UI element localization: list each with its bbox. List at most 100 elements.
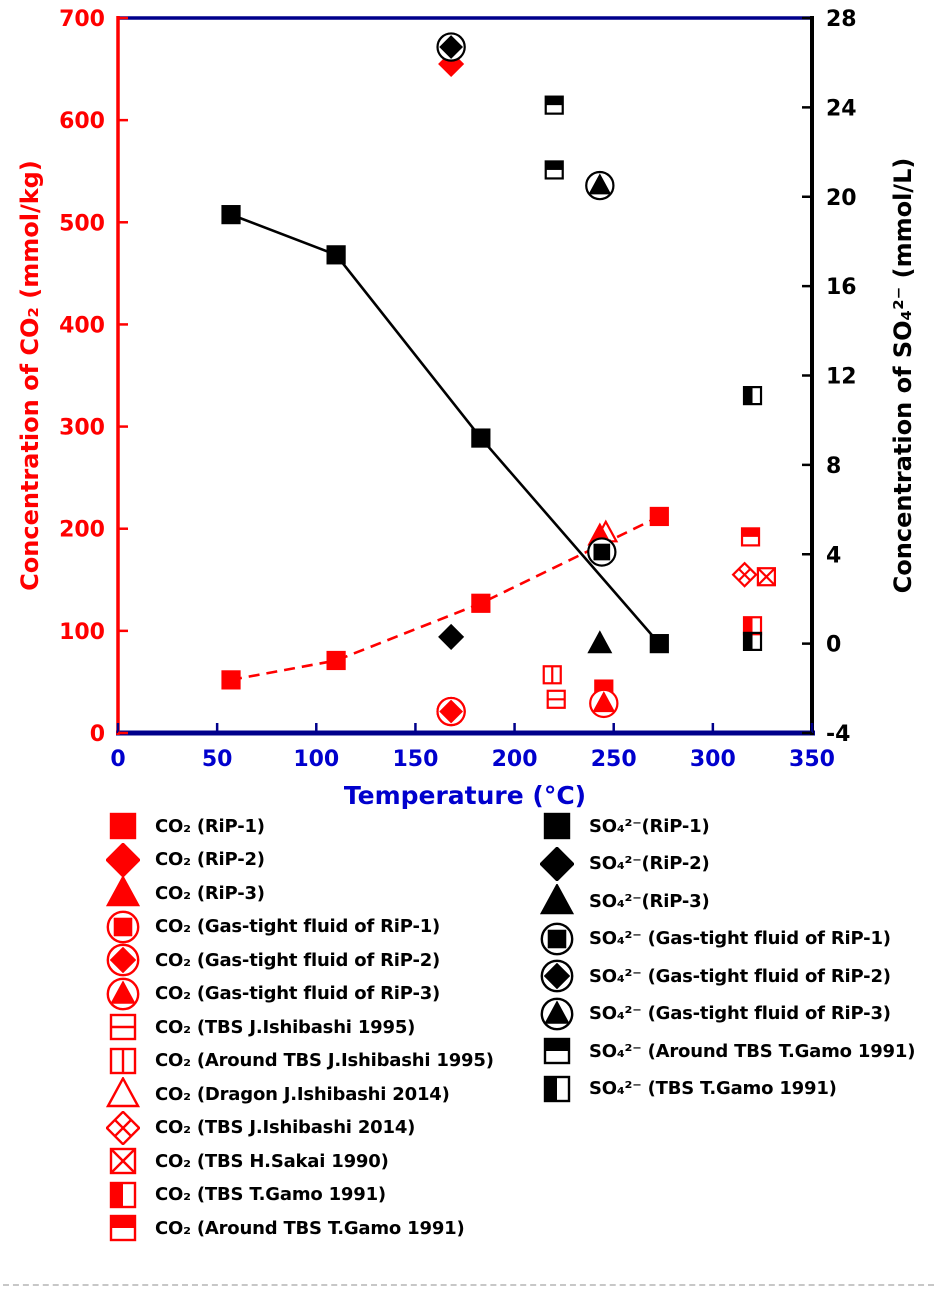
y-left-tick-label: 700 xyxy=(59,7,105,32)
legend-column-so4: SO₄²⁻(RiP-1) SO₄²⁻(RiP-2) SO₄²⁻(RiP-3) SO₄²… xyxy=(540,812,915,1103)
legend-item: CO₂ (TBS H.Sakai 1990) xyxy=(106,1147,494,1176)
legend-label: CO₂ (RiP-1) xyxy=(155,815,265,837)
legend-item: SO₄²⁻ (Gas-tight fluid of RiP-1) xyxy=(540,922,915,956)
y-left-tick-label: 600 xyxy=(59,109,105,134)
point-co2-rip1 xyxy=(326,650,346,671)
legend-label: SO₄²⁻(RiP-3) xyxy=(589,890,710,912)
scatter-chart: 0 50 100 150 200 250 300 350 0 100 200 300 400 500 600… xyxy=(16,7,917,810)
legend-item: CO₂ (Dragon J.Ishibashi 2014) xyxy=(106,1077,494,1109)
left-axis-title: Concentration of CO₂ (mmol/kg) xyxy=(16,160,44,591)
legend-label: CO₂ (TBS J.Ishibashi 1995) xyxy=(155,1016,416,1038)
filled-triangle-icon xyxy=(106,876,140,907)
y-right-tick-label: 16 xyxy=(826,275,857,300)
legend-item: CO₂ (Gas-tight fluid of RiP-1) xyxy=(106,910,494,944)
legend-label: SO₄²⁻(RiP-1) xyxy=(589,815,710,837)
legend-label: CO₂ (RiP-3) xyxy=(155,882,265,904)
y-left-tick-label: 0 xyxy=(90,722,105,747)
legend-item: SO₄²⁻ (Gas-tight fluid of RiP-3) xyxy=(540,997,915,1031)
legend-label: CO₂ (TBS H.Sakai 1990) xyxy=(155,1150,389,1172)
x-tick-label: 150 xyxy=(392,747,438,772)
x-tick-label: 300 xyxy=(690,747,736,772)
x-tick-label: 0 xyxy=(110,747,125,772)
legend-item: CO₂ (TBS T.Gamo 1991) xyxy=(106,1181,494,1210)
hatched-diamond-icon xyxy=(106,1110,140,1145)
legend-label: SO₄²⁻ (TBS T.Gamo 1991) xyxy=(589,1078,837,1100)
point-so4-gastight-rip3 xyxy=(585,170,615,201)
y-left-tick-label: 500 xyxy=(59,211,105,236)
point-co2-tbs-ishibashi-1995 xyxy=(546,689,566,709)
legend-label: CO₂ (Gas-tight fluid of RiP-3) xyxy=(155,983,441,1005)
y-left-tick-label: 200 xyxy=(59,518,105,543)
legend-item: CO₂ (TBS J.Ishibashi 2014) xyxy=(106,1110,494,1145)
point-co2-rip1 xyxy=(471,593,491,613)
legend-label: SO₄²⁻ (Around TBS T.Gamo 1991) xyxy=(589,1040,916,1062)
point-co2-tbs-gamo-1991 xyxy=(742,616,763,636)
point-so4-around-tbs-gamo-1991 xyxy=(544,95,564,115)
legend-item: CO₂ (Around TBS J.Ishibashi 1995) xyxy=(106,1047,494,1076)
y-left-tick-label: 100 xyxy=(59,620,105,645)
half-left-square-icon xyxy=(109,1181,137,1208)
legend-label: CO₂ (Gas-tight fluid of RiP-1) xyxy=(155,916,441,938)
point-so4-rip1 xyxy=(471,428,491,448)
legend-label: CO₂ (Dragon J.Ishibashi 2014) xyxy=(155,1083,450,1105)
y-left-tick-label: 300 xyxy=(59,416,105,441)
square-vline-icon xyxy=(109,1047,137,1074)
point-so4-rip1 xyxy=(326,245,346,265)
x-tick-label: 200 xyxy=(492,747,538,772)
circled-diamond-icon xyxy=(540,959,574,993)
legend-item: SO₄²⁻(RiP-1) xyxy=(540,812,915,841)
point-co2-gastight-rip3 xyxy=(589,688,619,719)
point-so4-rip3 xyxy=(587,630,613,654)
point-so4-rip2 xyxy=(438,623,465,650)
half-top-square-icon xyxy=(543,1038,571,1065)
line-co2-rip1 xyxy=(230,515,660,682)
point-co2-around-tbs-ishibashi-1995 xyxy=(542,665,562,685)
legend-label: CO₂ (TBS J.Ishibashi 2014) xyxy=(155,1117,416,1139)
point-co2-rip1 xyxy=(649,506,669,527)
legend-item: CO₂ (RiP-2) xyxy=(106,842,494,877)
filled-triangle-icon xyxy=(540,884,574,915)
x-tick-label: 50 xyxy=(202,747,233,772)
y-right-tick-label: 20 xyxy=(826,186,857,211)
legend-label: CO₂ (Around TBS T.Gamo 1991) xyxy=(155,1217,465,1239)
right-axis-title: Concentration of SO₄²⁻ (mmol/L) xyxy=(889,158,917,594)
legend-label: CO₂ (RiP-2) xyxy=(155,849,265,871)
legend: CO₂ (RiP-1) CO₂ (RiP-2) CO₂ (RiP-3) CO₂ (Ga… xyxy=(0,812,937,1272)
y-right-tick-label: 12 xyxy=(826,365,857,390)
legend-item: CO₂ (TBS J.Ishibashi 1995) xyxy=(106,1013,494,1042)
y-right-tick-label: 24 xyxy=(826,96,857,121)
half-left-square-icon xyxy=(543,1075,571,1102)
circled-square-icon xyxy=(540,922,574,956)
legend-label: SO₄²⁻(RiP-2) xyxy=(589,853,710,875)
point-so4-tbs-gamo-1991 xyxy=(742,386,763,406)
legend-label: SO₄²⁻ (Gas-tight fluid of RiP-3) xyxy=(589,1003,891,1025)
legend-label: CO₂ (Gas-tight fluid of RiP-2) xyxy=(155,949,441,971)
filled-diamond-icon xyxy=(106,842,140,877)
legend-item: SO₄²⁻ (TBS T.Gamo 1991) xyxy=(540,1075,915,1104)
legend-item: SO₄²⁻(RiP-2) xyxy=(540,846,915,881)
legend-item: CO₂ (RiP-3) xyxy=(106,876,494,908)
y-right-tick-label: -4 xyxy=(826,722,850,747)
circled-triangle-icon xyxy=(540,997,574,1031)
filled-square-icon xyxy=(543,813,571,840)
legend-item: CO₂ (Gas-tight fluid of RiP-3) xyxy=(106,977,494,1011)
crossed-square-icon xyxy=(109,1148,137,1175)
x-tick-label: 100 xyxy=(293,747,339,772)
x-tick-label: 250 xyxy=(591,747,637,772)
page-bottom-divider xyxy=(3,1284,934,1286)
legend-item: CO₂ (Around TBS T.Gamo 1991) xyxy=(106,1214,494,1243)
line-so4-rip1 xyxy=(230,213,661,645)
x-axis-title: Temperature (°C) xyxy=(344,781,586,810)
point-so4-around-tbs-gamo-1991 xyxy=(544,160,564,180)
point-so4-rip1 xyxy=(221,205,241,225)
circled-diamond-icon xyxy=(106,943,140,977)
y-left-tick-label: 400 xyxy=(59,313,105,338)
y-right-tick-label: 8 xyxy=(826,454,841,479)
point-so4-gastight-rip1 xyxy=(587,537,617,567)
legend-column-co2: CO₂ (RiP-1) CO₂ (RiP-2) CO₂ (RiP-3) CO₂ (Ga… xyxy=(106,812,494,1243)
point-co2-rip1 xyxy=(221,670,241,690)
y-right-tick-label: 0 xyxy=(826,633,841,658)
x-tick-label: 350 xyxy=(789,747,835,772)
open-triangle-icon xyxy=(106,1077,140,1108)
